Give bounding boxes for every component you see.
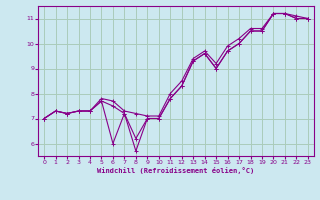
X-axis label: Windchill (Refroidissement éolien,°C): Windchill (Refroidissement éolien,°C) [97,167,255,174]
